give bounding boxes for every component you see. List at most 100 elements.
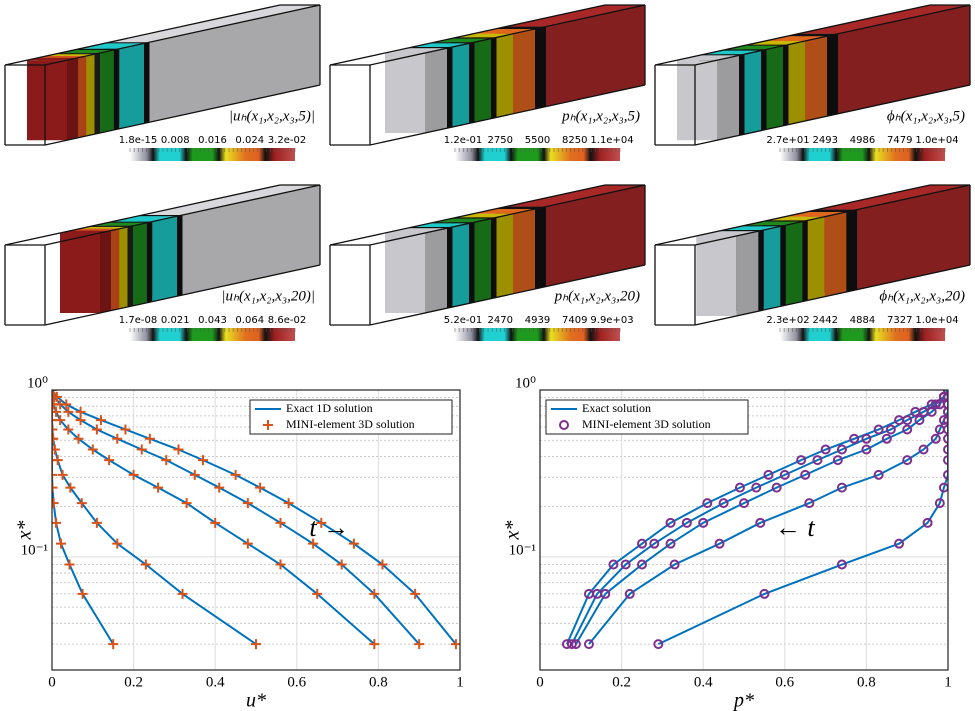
mesh-band-shade xyxy=(114,49,120,130)
mesh-band-shade xyxy=(86,54,94,136)
colorbar-tick-label: 0.008 xyxy=(161,135,190,146)
mesh-band-shade xyxy=(119,227,127,309)
mesh-band-shade xyxy=(764,226,781,310)
mesh-band-shade xyxy=(453,43,470,127)
colorbar-tick-label: 5.2e-01 xyxy=(444,315,482,326)
marker-plus xyxy=(56,539,66,549)
x-tick-label: 0.4 xyxy=(694,674,713,690)
mesh-band-shade xyxy=(761,49,767,130)
mesh-band-shade xyxy=(780,225,786,306)
x-tick-label: 1 xyxy=(456,674,464,690)
mesh-band xyxy=(385,233,425,313)
colorbar-tick-label: 0.021 xyxy=(161,315,190,326)
mesh-band xyxy=(385,53,425,133)
x-tick-label: 0.2 xyxy=(124,674,143,690)
marker-plus xyxy=(50,445,60,455)
mesh-band-shade xyxy=(469,42,475,123)
mesh-band-shade xyxy=(475,219,492,303)
mesh-band-shade xyxy=(133,223,147,306)
mesh-band-shade xyxy=(767,46,784,130)
colorbar-tick-label: 0.024 xyxy=(235,135,264,146)
colorbar-tick-label: 4884 xyxy=(850,315,875,326)
x-tick-label: 0.4 xyxy=(206,674,225,690)
mesh-band-shade xyxy=(119,43,144,128)
mesh-band-shade xyxy=(736,231,758,316)
mesh-band-shade xyxy=(497,214,514,298)
mesh-band-shade xyxy=(513,29,535,114)
legend-label: Exact 1D solution xyxy=(286,401,373,415)
colorbar-tick-label: 1.8e-15 xyxy=(119,135,157,146)
mesh-band-shade xyxy=(739,54,745,135)
marker-plus xyxy=(92,424,102,434)
mesh-band-shade xyxy=(846,210,857,292)
colorbar-tick-label: 8250 xyxy=(562,135,587,146)
mesh-band-shade xyxy=(513,209,535,294)
mesh-band-shade xyxy=(111,229,119,311)
marker-plus xyxy=(173,445,183,455)
marker-plus xyxy=(275,518,285,528)
mesh-band-shade xyxy=(808,217,825,301)
page: {"renders": [ {"label": "|uₕ(x₁,x₂,x₃,5)… xyxy=(0,0,975,711)
colorbar-tick-label: 1.7e-08 xyxy=(119,315,157,326)
mesh-band xyxy=(696,236,736,316)
marker-plus xyxy=(231,470,241,480)
colorbar-tick-label: 2470 xyxy=(488,315,513,326)
marker-plus xyxy=(145,434,155,444)
x-tick-label: 0 xyxy=(48,674,56,690)
mesh-band-shade xyxy=(67,58,78,140)
colorbar-tick-label: 1.1e+04 xyxy=(590,135,633,146)
mesh-band xyxy=(60,233,100,313)
legend-label: MINI-element 3D solution xyxy=(286,417,415,431)
colorbar-tick-label: 4939 xyxy=(525,315,550,326)
mesh-band-shade xyxy=(447,227,453,308)
render-label: |uₕ(x₁,x₂,x₃,20)| xyxy=(221,288,315,304)
colorbar-tick-label: 9.9e+03 xyxy=(590,315,633,326)
colorbar-tick-label: 2750 xyxy=(488,135,513,146)
render-label: ϕₕ(x₁,x₂,x₃,5) xyxy=(887,108,965,124)
colorbar-tick-label: 7327 xyxy=(887,315,912,326)
render-panel: ϕₕ(x₁,x₂,x₃,5)2.7e+012493498674791.0e+04 xyxy=(655,5,970,161)
mesh-band-shade xyxy=(758,230,764,311)
mesh-band xyxy=(677,60,717,140)
marker-plus xyxy=(214,483,224,493)
mesh-band-shade xyxy=(453,223,470,307)
render-label: |uₕ(x₁,x₂,x₃,5)| xyxy=(229,108,315,124)
colorbar-tick-label: 7409 xyxy=(562,315,587,326)
y-tick-label: 10⁻¹ xyxy=(21,542,48,558)
render-panel: |uₕ(x₁,x₂,x₃,5)|1.8e-150.0080.0160.0243.… xyxy=(5,5,320,161)
colorbar-tick-label: 8.6e-02 xyxy=(268,315,306,326)
x-tick-label: 0.8 xyxy=(369,674,388,690)
legend-label: MINI-element 3D solution xyxy=(582,417,711,431)
colorbar-tick-label: 0.064 xyxy=(235,315,264,326)
mesh-band-shade xyxy=(425,228,447,313)
render-label: pₕ(x₁,x₂,x₃,5) xyxy=(561,108,640,124)
colorbar-tick-label: 2.7e+01 xyxy=(766,135,809,146)
mesh-band-shade xyxy=(491,37,497,118)
mesh-band-shade xyxy=(100,231,111,313)
mesh-band-shade xyxy=(497,34,514,118)
annotation: ← t xyxy=(775,513,816,542)
marker-plus xyxy=(120,424,130,434)
marker-plus xyxy=(76,407,86,417)
mesh-band-shade xyxy=(128,226,134,307)
colorbar-tick-label: 0.043 xyxy=(198,315,227,326)
mesh-band-shade xyxy=(78,56,86,138)
colorbar-tick-label: 0.016 xyxy=(198,135,227,146)
colorbar-tick-label: 2.3e+02 xyxy=(766,315,809,326)
x-tick-label: 0 xyxy=(536,674,544,690)
chart: 00.20.40.60.8110⁻¹10⁰u*x*t →Exact 1D sol… xyxy=(14,375,464,711)
marker-plus xyxy=(108,639,118,649)
x-axis-label: u* xyxy=(246,690,266,711)
mesh-band-shade xyxy=(535,207,546,289)
mesh-band-shade xyxy=(745,51,762,135)
chart: 00.20.40.60.8110⁻¹10⁰p*x*← tExact soluti… xyxy=(502,375,952,711)
colorbar-tick-label: 1.0e+04 xyxy=(915,135,958,146)
marker-plus xyxy=(78,589,88,599)
y-axis-label: x* xyxy=(14,521,36,541)
render-panel: ϕₕ(x₁,x₂,x₃,20)2.3e+022442488473271.0e+0… xyxy=(655,185,970,341)
x-tick-label: 0.6 xyxy=(287,674,306,690)
x-axis-label: p* xyxy=(732,690,754,711)
annotation: t → xyxy=(309,513,349,542)
marker-plus xyxy=(129,470,139,480)
